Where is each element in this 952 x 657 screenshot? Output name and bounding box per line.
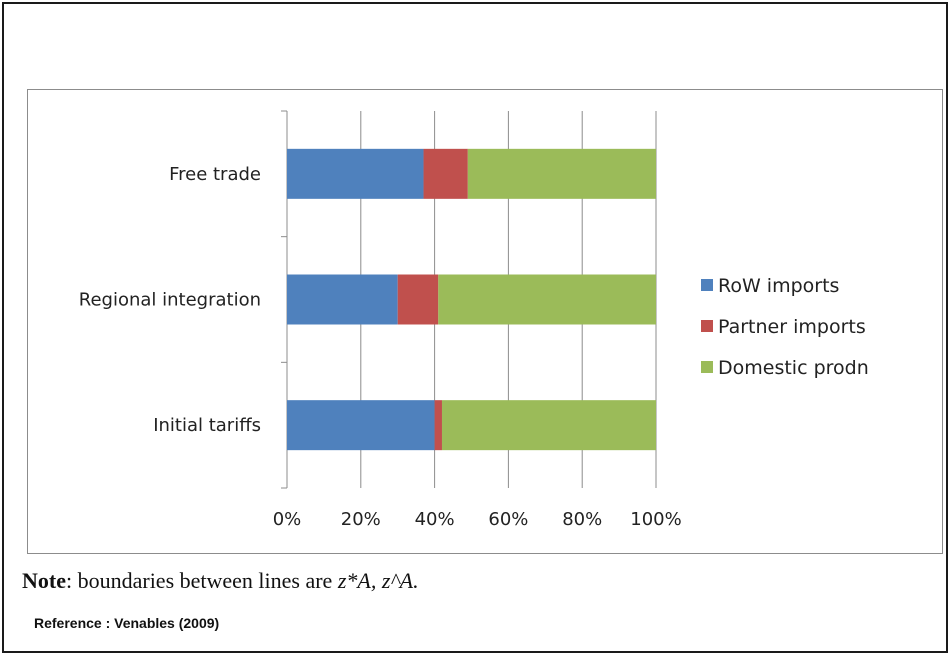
chart-area: 0% 20% 40% 60% 80% 100% Initial tariffs Regiona… xyxy=(27,89,943,554)
bar-partner-imports-regional-integration xyxy=(397,274,439,325)
x-tick-label: 20% xyxy=(341,509,381,530)
bar-row-imports-initial-tariffs xyxy=(287,400,435,451)
note-label: Note xyxy=(22,568,66,593)
bar-row-imports-free-trade xyxy=(287,148,424,199)
note-body: : boundaries between lines are xyxy=(65,568,338,593)
bar-partner-imports-initial-tariffs xyxy=(434,400,442,451)
reference-text: Reference : Venables (2009) xyxy=(34,615,220,631)
legend-swatch-row-imports xyxy=(701,279,713,291)
bar-domestic-prodn-free-trade xyxy=(467,148,656,199)
legend-swatch-partner-imports xyxy=(701,320,713,332)
x-tick-label: 60% xyxy=(488,509,528,530)
stacked-bar-chart: 0% 20% 40% 60% 80% 100% Initial tariffs Regiona… xyxy=(79,110,869,530)
bar-domestic-prodn-initial-tariffs xyxy=(441,400,656,451)
bar-row-imports-regional-integration xyxy=(287,274,398,325)
legend-swatch-domestic-prodn xyxy=(701,361,713,373)
x-tick-label: 100% xyxy=(630,509,681,530)
category-label: Free trade xyxy=(169,164,261,185)
x-tick-label: 0% xyxy=(273,509,302,530)
bar-partner-imports-free-trade xyxy=(423,148,468,199)
bar-domestic-prodn-regional-integration xyxy=(438,274,656,325)
note-text: Note: boundaries between lines are z*A, … xyxy=(22,568,419,594)
x-tick-label: 80% xyxy=(562,509,602,530)
legend-label-row-imports: RoW imports xyxy=(718,275,839,297)
note-math: z*A, z^A. xyxy=(337,568,419,593)
x-tick-label: 40% xyxy=(415,509,455,530)
category-label: Regional integration xyxy=(79,290,261,311)
category-label: Initial tariffs xyxy=(153,415,261,436)
legend-label-domestic-prodn: Domestic prodn xyxy=(718,357,869,379)
legend-label-partner-imports: Partner imports xyxy=(718,316,866,338)
